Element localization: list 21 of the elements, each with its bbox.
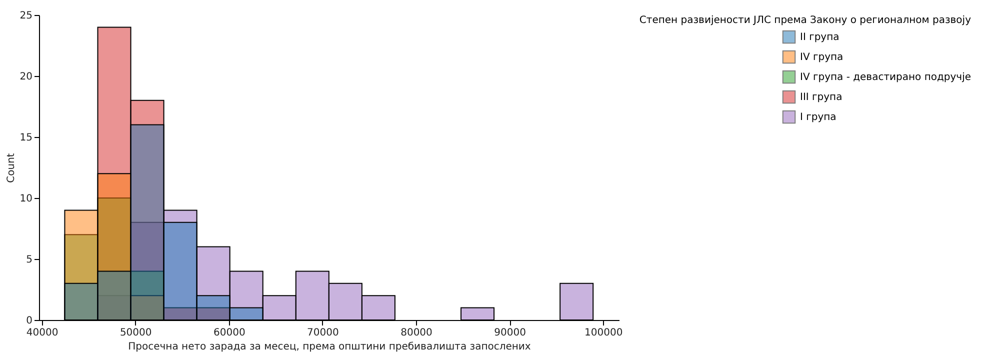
x-axis-title: Просечна нето зарада за месец, према општини пребивалишта запослених xyxy=(128,342,531,352)
x-tick-label: 80000 xyxy=(400,328,432,338)
y-tick-label: 0 xyxy=(26,316,32,326)
y-tick-label: 10 xyxy=(20,194,32,204)
legend-label: IV група - девастирано подручје xyxy=(800,72,972,83)
x-tick-label: 70000 xyxy=(307,328,339,338)
y-tick-label: 15 xyxy=(20,132,32,144)
legend-label: III група xyxy=(800,92,842,103)
x-tick-label: 100000 xyxy=(584,328,623,338)
x-tick-label: 40000 xyxy=(26,328,58,338)
legend-label: I група xyxy=(800,112,836,123)
legend-label: IV група xyxy=(800,52,844,63)
x-tick-label: 50000 xyxy=(120,328,152,338)
y-tick-label: 25 xyxy=(20,10,32,22)
legend-label: II група xyxy=(800,32,840,43)
y-axis-title: Count xyxy=(6,153,17,183)
y-tick-label: 5 xyxy=(26,254,32,266)
y-tick-label: 20 xyxy=(20,72,32,82)
x-tick-label: 60000 xyxy=(213,328,246,338)
x-tick-label: 90000 xyxy=(494,328,526,338)
legend-title: Степен развијености ЈЛС према Закону о регионалном развоју xyxy=(639,15,972,26)
